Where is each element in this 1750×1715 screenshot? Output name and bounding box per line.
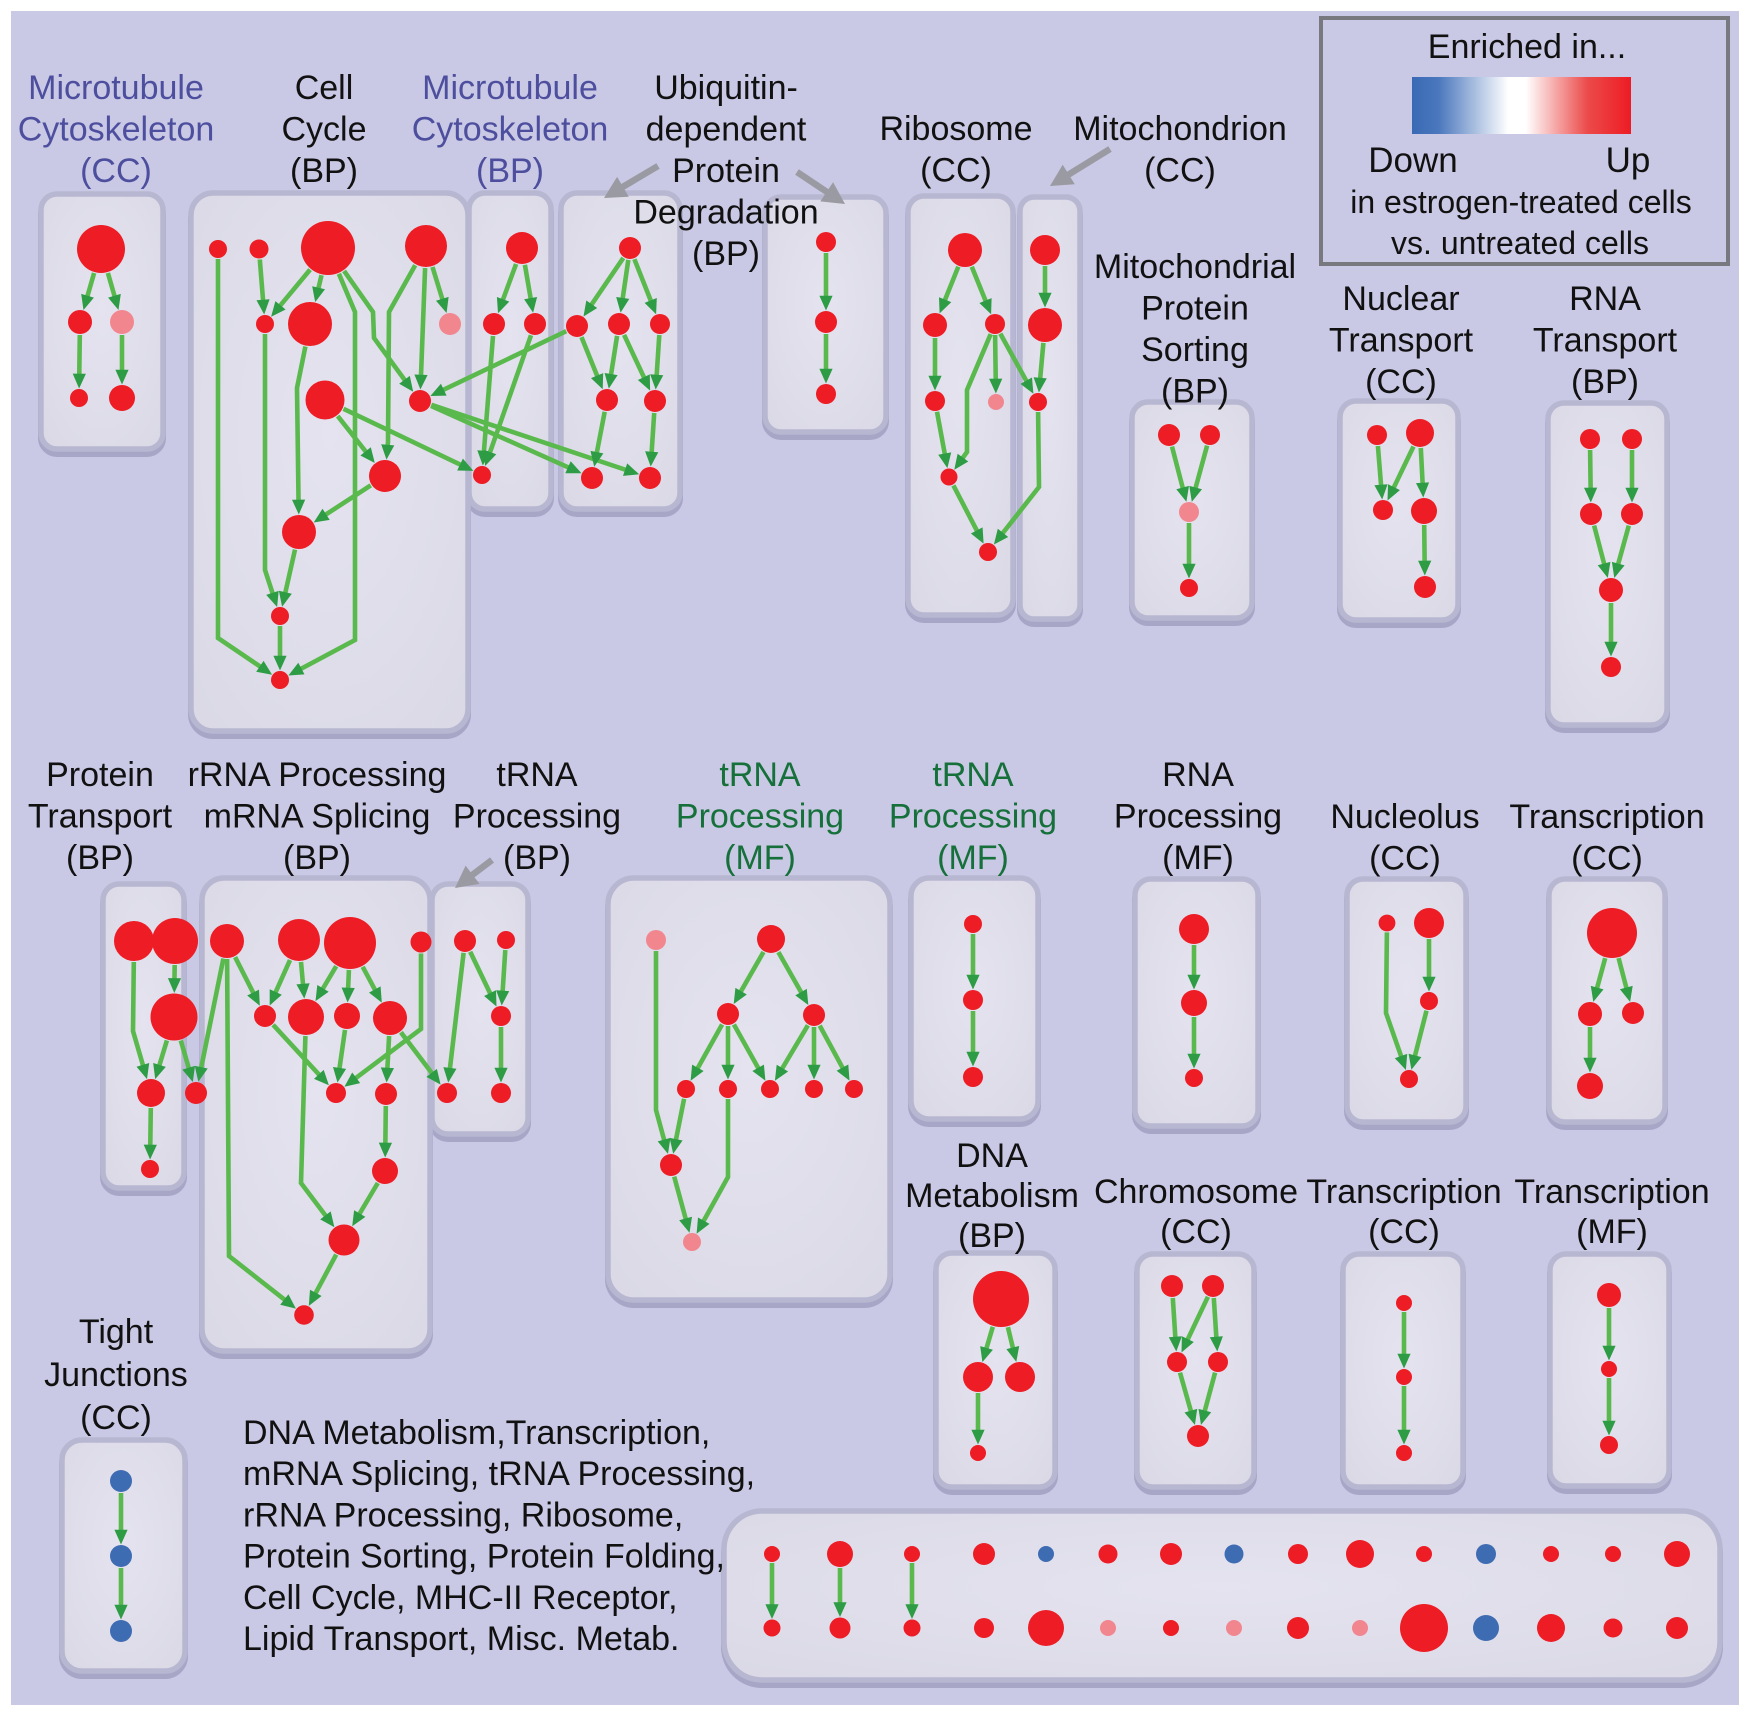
svg-text:Cycle: Cycle	[281, 111, 366, 149]
svg-text:Cell: Cell	[295, 69, 354, 107]
svg-text:Transcription: Transcription	[1306, 1173, 1501, 1211]
svg-text:Cytoskeleton: Cytoskeleton	[18, 111, 215, 149]
svg-text:(MF): (MF)	[937, 839, 1009, 877]
svg-text:Transcription: Transcription	[1509, 798, 1704, 836]
svg-text:Nuclear: Nuclear	[1342, 280, 1459, 318]
svg-text:Transport: Transport	[1329, 322, 1474, 360]
svg-text:tRNA: tRNA	[932, 756, 1014, 794]
svg-text:(CC): (CC)	[1368, 1213, 1440, 1251]
svg-text:(BP): (BP)	[290, 152, 358, 190]
svg-text:(MF): (MF)	[1576, 1213, 1648, 1251]
svg-text:Mitochondrion: Mitochondrion	[1073, 110, 1287, 148]
svg-text:rRNA Processing, Ribosome,: rRNA Processing, Ribosome,	[243, 1496, 683, 1534]
svg-text:Protein: Protein	[46, 756, 154, 794]
svg-text:Junctions: Junctions	[44, 1356, 188, 1394]
svg-text:Microtubule: Microtubule	[28, 69, 204, 107]
svg-text:tRNA: tRNA	[719, 756, 801, 794]
svg-text:(BP): (BP)	[476, 152, 544, 190]
svg-text:Microtubule: Microtubule	[422, 69, 598, 107]
svg-text:Protein Sorting, Protein Foldi: Protein Sorting, Protein Folding,	[243, 1538, 725, 1576]
svg-text:Ribosome: Ribosome	[879, 110, 1032, 148]
svg-text:(BP): (BP)	[1571, 363, 1639, 401]
svg-text:Down: Down	[1368, 141, 1457, 180]
svg-text:RNA: RNA	[1569, 280, 1641, 318]
svg-text:Protein: Protein	[1141, 290, 1249, 328]
svg-text:(BP): (BP)	[503, 839, 571, 877]
svg-text:(BP): (BP)	[692, 235, 760, 273]
svg-text:Processing: Processing	[1114, 798, 1282, 836]
svg-text:vs. untreated cells: vs. untreated cells	[1391, 225, 1649, 261]
svg-text:Sorting: Sorting	[1141, 331, 1249, 369]
svg-text:Protein: Protein	[672, 152, 780, 190]
svg-text:Degradation: Degradation	[633, 194, 818, 232]
svg-text:(MF): (MF)	[724, 839, 796, 877]
svg-text:(CC): (CC)	[80, 152, 152, 190]
svg-text:(BP): (BP)	[66, 839, 134, 877]
svg-text:(MF): (MF)	[1162, 839, 1234, 877]
svg-text:Metabolism: Metabolism	[905, 1177, 1079, 1215]
svg-text:Tight: Tight	[79, 1313, 154, 1351]
svg-text:in estrogen-treated cells: in estrogen-treated cells	[1350, 184, 1692, 220]
svg-text:Transport: Transport	[28, 798, 173, 836]
svg-text:(BP): (BP)	[958, 1217, 1026, 1255]
svg-text:Cytoskeleton: Cytoskeleton	[412, 111, 609, 149]
svg-text:Ubiquitin-: Ubiquitin-	[654, 69, 798, 107]
svg-text:mRNA Splicing, tRNA Processing: mRNA Splicing, tRNA Processing,	[243, 1455, 755, 1493]
svg-text:tRNA: tRNA	[496, 756, 578, 794]
svg-text:(CC): (CC)	[1144, 152, 1216, 190]
svg-text:(CC): (CC)	[1571, 840, 1643, 878]
svg-text:(CC): (CC)	[1369, 840, 1441, 878]
svg-text:Up: Up	[1606, 141, 1651, 180]
svg-text:Lipid Transport, Misc. Metab.: Lipid Transport, Misc. Metab.	[243, 1620, 680, 1658]
svg-text:Transport: Transport	[1533, 322, 1678, 360]
svg-text:(CC): (CC)	[80, 1399, 152, 1437]
svg-text:DNA: DNA	[956, 1137, 1028, 1175]
svg-text:(BP): (BP)	[283, 839, 351, 877]
svg-text:DNA Metabolism,Transcription,: DNA Metabolism,Transcription,	[243, 1414, 710, 1452]
svg-text:(BP): (BP)	[1161, 373, 1229, 411]
svg-text:(CC): (CC)	[1365, 363, 1437, 401]
svg-text:Processing: Processing	[676, 798, 844, 836]
svg-text:mRNA Splicing: mRNA Splicing	[204, 798, 431, 836]
svg-text:dependent: dependent	[646, 111, 807, 149]
svg-text:Enriched in...: Enriched in...	[1428, 28, 1626, 66]
svg-text:Mitochondrial: Mitochondrial	[1094, 248, 1296, 286]
svg-text:Processing: Processing	[889, 798, 1057, 836]
svg-text:(CC): (CC)	[920, 152, 992, 190]
svg-text:Processing: Processing	[453, 798, 621, 836]
svg-text:Chromosome: Chromosome	[1094, 1173, 1298, 1211]
svg-text:Cell Cycle, MHC-II Receptor,: Cell Cycle, MHC-II Receptor,	[243, 1579, 678, 1617]
svg-text:RNA: RNA	[1162, 756, 1234, 794]
svg-text:rRNA Processing: rRNA Processing	[188, 756, 447, 794]
svg-text:Transcription: Transcription	[1514, 1173, 1709, 1211]
svg-text:Nucleolus: Nucleolus	[1330, 798, 1479, 836]
svg-text:(CC): (CC)	[1160, 1213, 1232, 1251]
